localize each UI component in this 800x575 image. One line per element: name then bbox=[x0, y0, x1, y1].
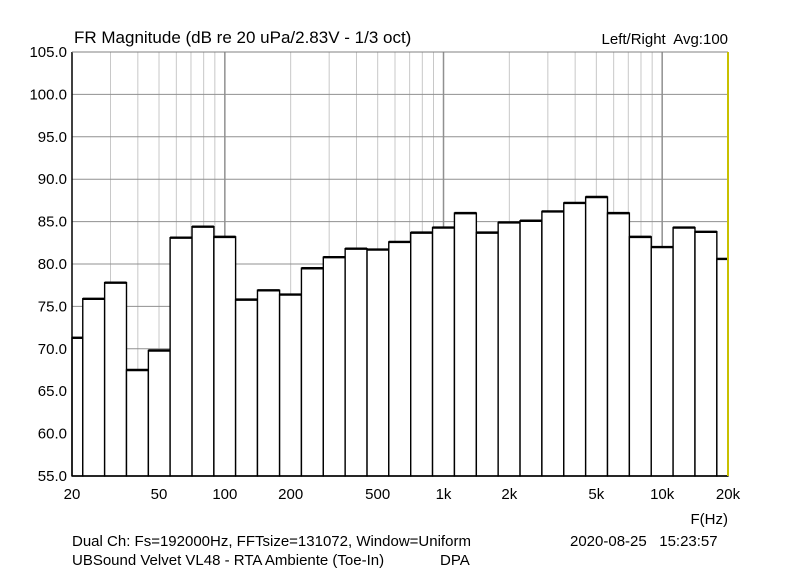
bar bbox=[453, 212, 478, 477]
x-tick-label: 2k bbox=[501, 486, 517, 503]
y-tick-label: 65.0 bbox=[38, 383, 67, 400]
y-tick-label: 80.0 bbox=[38, 256, 67, 273]
plot-frame bbox=[71, 51, 729, 477]
bar bbox=[584, 196, 609, 477]
x-tick-label: 5k bbox=[588, 486, 604, 503]
x-axis-label: F(Hz) bbox=[690, 511, 729, 528]
y-tick-label: 70.0 bbox=[38, 341, 67, 358]
x-axis-ticks: 20 50 100 200 500 1k 2k 5k 10k 20k bbox=[64, 486, 741, 503]
bar bbox=[322, 256, 346, 477]
bar bbox=[256, 289, 281, 477]
x-tick-label: 1k bbox=[436, 486, 452, 503]
y-tick-label: 55.0 bbox=[38, 468, 67, 485]
measurement-info: Dual Ch: Fs=192000Hz, FFTsize=131072, Wi… bbox=[72, 533, 471, 550]
x-tick-label: 100 bbox=[212, 486, 237, 503]
y-tick-label: 75.0 bbox=[38, 298, 67, 315]
bar bbox=[672, 226, 696, 477]
bar bbox=[694, 231, 718, 477]
x-tick-label: 10k bbox=[650, 486, 675, 503]
bar bbox=[234, 298, 259, 477]
bar bbox=[71, 337, 84, 477]
chart-legend: Left/Right Avg:100 bbox=[601, 31, 728, 48]
bar bbox=[388, 241, 412, 477]
bar bbox=[191, 225, 215, 477]
bar bbox=[103, 281, 128, 477]
bar bbox=[431, 226, 456, 477]
bar-series bbox=[71, 195, 729, 477]
y-tick-label: 90.0 bbox=[38, 171, 67, 188]
y-tick-label: 100.0 bbox=[29, 86, 67, 103]
bar bbox=[716, 258, 729, 477]
bar bbox=[366, 248, 390, 477]
x-tick-label: 50 bbox=[151, 486, 168, 503]
bar bbox=[410, 231, 434, 477]
x-tick-label: 20k bbox=[716, 486, 741, 503]
bar bbox=[213, 236, 237, 477]
y-tick-label: 60.0 bbox=[38, 426, 67, 443]
y-axis-ticks: 55.0 60.0 65.0 70.0 75.0 80.0 85.0 90.0 95.0 100.… bbox=[29, 44, 67, 485]
y-tick-label: 85.0 bbox=[38, 214, 67, 231]
y-tick-label: 105.0 bbox=[29, 44, 67, 61]
bar bbox=[344, 248, 368, 477]
bar bbox=[475, 231, 499, 477]
measurement-datetime: 2020-08-25 15:23:57 bbox=[570, 533, 718, 550]
x-tick-label: 20 bbox=[64, 486, 81, 503]
x-tick-label: 500 bbox=[365, 486, 390, 503]
bar bbox=[628, 236, 652, 477]
y-tick-label: 95.0 bbox=[38, 129, 67, 146]
bar bbox=[82, 298, 106, 477]
x-tick-label: 200 bbox=[278, 486, 303, 503]
bar bbox=[519, 220, 543, 477]
device-description: UBSound Velvet VL48 - RTA Ambiente (Toe-… bbox=[72, 552, 385, 569]
bar bbox=[606, 212, 631, 477]
bar bbox=[541, 210, 565, 477]
bar bbox=[169, 237, 193, 477]
bar bbox=[125, 369, 150, 477]
chart-title: FR Magnitude (dB re 20 uPa/2.83V - 1/3 o… bbox=[74, 28, 412, 47]
bar bbox=[497, 221, 521, 477]
bar bbox=[278, 293, 303, 477]
bar bbox=[650, 246, 674, 477]
bar bbox=[300, 267, 324, 477]
bar bbox=[563, 202, 587, 477]
bar bbox=[147, 349, 171, 477]
microphone-label: DPA bbox=[440, 552, 470, 569]
